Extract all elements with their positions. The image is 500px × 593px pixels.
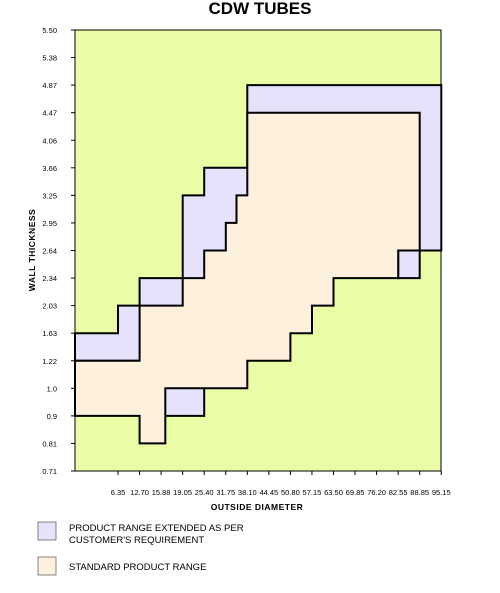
x-tick-label: 57.15 [303, 488, 322, 497]
x-tick-label: 6.35 [111, 488, 126, 497]
y-tick-label: 0.81 [42, 439, 57, 448]
x-ticks: 6.35 12.70 15.88 19.05 25.40 31.75 38.10 44.45 5… [111, 471, 451, 497]
y-tick-label: 4.87 [42, 81, 57, 90]
x-tick-label: 31.75 [216, 488, 235, 497]
x-tick-label: 82.55 [389, 488, 408, 497]
x-tick-label: 25.40 [195, 488, 214, 497]
y-tick-label: 2.95 [42, 219, 57, 228]
y-tick-label: 3.25 [42, 191, 57, 200]
x-tick-label: 88.85 [410, 488, 429, 497]
x-tick-label: 38.10 [238, 488, 257, 497]
x-tick-label: 12.70 [130, 488, 149, 497]
y-tick-label: 5.38 [42, 54, 57, 63]
y-axis-label: WALL THICKNESS [27, 209, 37, 291]
y-tick-label: 0.9 [47, 412, 57, 421]
x-tick-label: 69.85 [346, 488, 365, 497]
y-tick-label: 2.64 [42, 247, 57, 256]
x-tick-label: 15.88 [152, 488, 171, 497]
y-tick-label: 4.06 [42, 136, 57, 145]
legend-label: STANDARD PRODUCT RANGE [69, 562, 206, 573]
y-tick-label: 3.66 [42, 164, 57, 173]
legend-label: PRODUCT RANGE EXTENDED AS PER [69, 523, 244, 534]
chart-title: CDW TUBES [209, 0, 312, 18]
legend: PRODUCT RANGE EXTENDED AS PERCUSTOMER'S … [37, 521, 244, 576]
legend-swatch [37, 521, 57, 541]
x-tick-label: 95.15 [432, 488, 451, 497]
y-tick-label: 1.63 [42, 329, 57, 338]
x-tick-label: 19.05 [173, 488, 192, 497]
y-tick-label: 2.34 [42, 274, 57, 283]
y-tick-label: 0.71 [42, 467, 57, 476]
y-tick-label: 5.50 [42, 26, 57, 35]
x-tick-label: 76.20 [367, 488, 386, 497]
legend-swatch [37, 556, 57, 576]
y-tick-label: 4.47 [42, 109, 57, 118]
y-ticks: 0.71 0.81 0.9 1.0 1.22 1.63 2.03 2.34 2.64 2.95 3.… [42, 26, 75, 476]
x-tick-label: 44.45 [259, 488, 278, 497]
x-tick-label: 50.80 [281, 488, 300, 497]
y-tick-label: 1.0 [47, 384, 57, 393]
legend-label-line2: CUSTOMER'S REQUIREMENT [69, 535, 204, 546]
x-axis-label: OUTSIDE DIAMETER [211, 502, 304, 512]
y-tick-label: 2.03 [42, 302, 57, 311]
series-region-standard [74, 111, 421, 445]
x-tick-label: 63.50 [324, 488, 343, 497]
series-layer [74, 84, 443, 445]
y-tick-label: 1.22 [42, 357, 57, 366]
